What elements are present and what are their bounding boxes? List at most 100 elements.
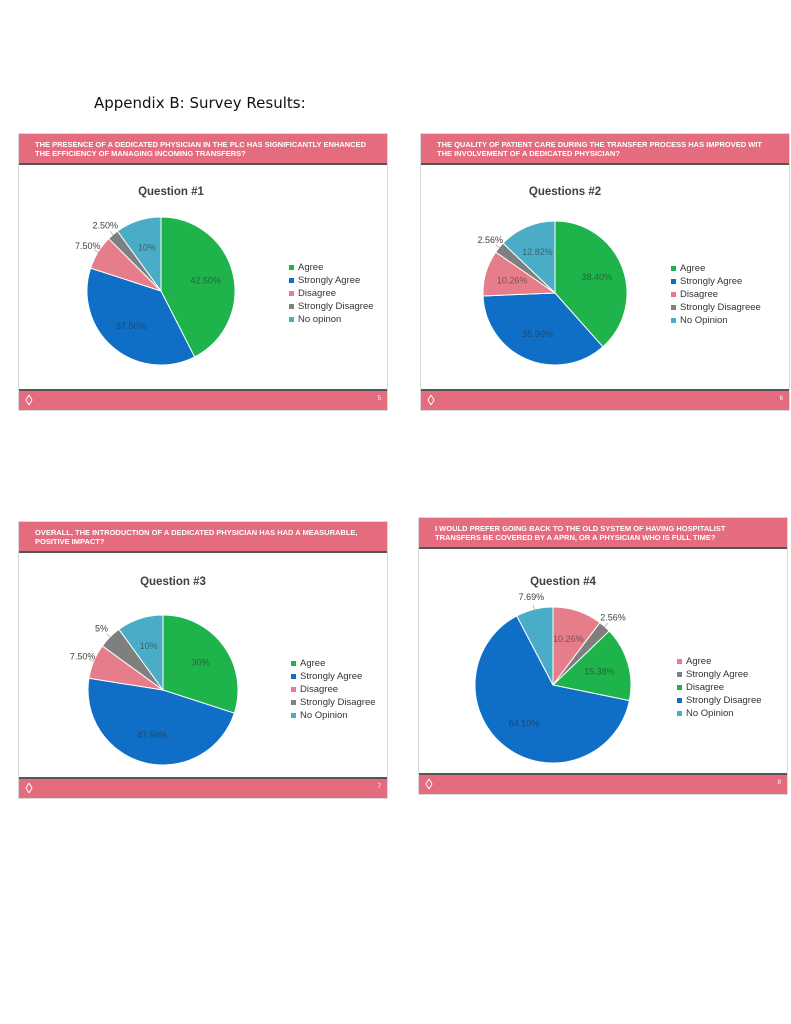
data-label: 10.26% bbox=[553, 634, 584, 644]
chart-title: Questions #2 bbox=[529, 186, 601, 198]
legend-label: Disagree bbox=[680, 289, 719, 300]
legend-label: No Opinion bbox=[686, 708, 734, 719]
slide-header: THE QUALITY OF PATIENT CARE DURING THE T… bbox=[421, 134, 789, 165]
data-label: 37.50% bbox=[116, 321, 147, 331]
legend-item: No Opinion bbox=[677, 707, 762, 720]
legend-swatch bbox=[671, 279, 676, 284]
pie-slice-strongly-agree bbox=[482, 292, 604, 366]
legend-item: Agree bbox=[671, 262, 761, 275]
data-label: 30% bbox=[192, 658, 210, 668]
data-label: 10% bbox=[140, 641, 158, 651]
pie-slice-strongly-agree bbox=[87, 677, 235, 766]
legend-swatch bbox=[289, 265, 294, 270]
chart-legend: Agree Strongly Agree Disagree Strongly Disa… bbox=[677, 655, 762, 720]
pie-slice-no-opinon bbox=[116, 216, 162, 293]
data-label: 64.10% bbox=[509, 719, 540, 729]
legend-label: Strongly Disagree bbox=[300, 697, 376, 708]
legend-label: Strongly Agree bbox=[686, 669, 749, 680]
legend-swatch bbox=[671, 305, 676, 310]
legend-swatch bbox=[671, 292, 676, 297]
legend-item: Strongly Agree bbox=[671, 275, 761, 288]
legend-swatch bbox=[671, 266, 676, 271]
legend-label: Strongly Agree bbox=[300, 671, 363, 682]
data-label: 7.69% bbox=[519, 592, 545, 602]
footer-logo-icon bbox=[25, 783, 33, 793]
legend-swatch bbox=[291, 687, 296, 692]
legend-item: Strongly Agree bbox=[289, 274, 374, 287]
pie-slice-no-opinion bbox=[118, 614, 164, 692]
legend-label: Strongly Disagreee bbox=[680, 302, 761, 313]
data-label: 15.38% bbox=[584, 667, 615, 677]
data-label: 5% bbox=[95, 623, 108, 633]
legend-swatch bbox=[289, 291, 294, 296]
pie-slice-disagree bbox=[551, 630, 632, 702]
legend-item: Disagree bbox=[291, 683, 376, 696]
leader-line bbox=[106, 633, 112, 639]
pie-chart-question-1: Question #1 42.50% 37.50% 7.50% 2.50% 10% bbox=[75, 186, 236, 366]
legend-item: Strongly Disagree bbox=[289, 300, 374, 313]
legend-item: No opinon bbox=[289, 313, 374, 326]
legend-label: No opinon bbox=[298, 314, 342, 325]
data-label: 35.90% bbox=[522, 329, 553, 339]
chart-title: Question #1 bbox=[138, 186, 204, 198]
legend-swatch bbox=[671, 318, 676, 323]
legend-swatch bbox=[289, 317, 294, 322]
slide-question-1: THE PRESENCE OF A DEDICATED PHYSICIAN IN… bbox=[18, 133, 388, 411]
legend-swatch bbox=[677, 711, 682, 716]
slide-header: OVERALL, THE INTRODUCTION OF A DEDICATED… bbox=[19, 522, 387, 553]
legend-label: No Opinion bbox=[300, 710, 348, 721]
legend-swatch bbox=[291, 674, 296, 679]
legend-swatch bbox=[677, 685, 682, 690]
legend-label: Strongly Disagree bbox=[686, 695, 762, 706]
legend-item: Disagree bbox=[289, 287, 374, 300]
pie-slice-no-opinion bbox=[502, 220, 556, 295]
leader-line bbox=[109, 231, 115, 237]
footer-logo-icon bbox=[425, 779, 433, 789]
legend-label: Agree bbox=[300, 658, 326, 669]
slide-header: I WOULD PREFER GOING BACK TO THE OLD SYS… bbox=[419, 518, 787, 549]
legend-label: Agree bbox=[298, 262, 324, 273]
legend-swatch bbox=[289, 278, 294, 283]
legend-swatch bbox=[289, 304, 294, 309]
footer-logo-icon bbox=[427, 395, 435, 405]
slide-number: 7 bbox=[377, 784, 381, 790]
legend-label: No Opinion bbox=[680, 315, 728, 326]
legend-label: Agree bbox=[680, 263, 706, 274]
slide-number: 5 bbox=[377, 396, 381, 402]
legend-label: Strongly Agree bbox=[298, 275, 361, 286]
legend-item: No Opinion bbox=[291, 709, 376, 722]
legend-swatch bbox=[677, 698, 682, 703]
footer-logo-icon bbox=[25, 395, 33, 405]
pie-chart-question-3: Question #3 30% 47.50% 7.50% 5% 10% bbox=[70, 576, 239, 766]
legend-label: Strongly Disagree bbox=[298, 301, 374, 312]
page-title: Appendix B: Survey Results: bbox=[94, 94, 306, 112]
legend-label: Disagree bbox=[300, 684, 339, 695]
data-label: 2.56% bbox=[600, 612, 626, 622]
data-label: 2.56% bbox=[478, 235, 504, 245]
legend-swatch bbox=[677, 659, 682, 664]
pie-slice-agree bbox=[554, 220, 628, 348]
chart-title: Question #3 bbox=[140, 576, 206, 588]
slide-header: THE PRESENCE OF A DEDICATED PHYSICIAN IN… bbox=[19, 134, 387, 165]
leader-line bbox=[89, 659, 96, 663]
leader-line bbox=[532, 604, 536, 611]
slide-footer: 7 bbox=[19, 777, 387, 798]
pie-slice-agree bbox=[160, 216, 236, 358]
legend-swatch bbox=[291, 700, 296, 705]
slide-question-3: OVERALL, THE INTRODUCTION OF A DEDICATED… bbox=[18, 521, 388, 799]
chart-legend: Agree Strongly Agree Disagree Strongly Disa… bbox=[291, 657, 376, 722]
legend-swatch bbox=[291, 661, 296, 666]
slide-number: 6 bbox=[779, 396, 783, 402]
data-label: 2.50% bbox=[92, 221, 118, 231]
data-label: 10% bbox=[138, 242, 156, 252]
legend-item: Strongly Agree bbox=[291, 670, 376, 683]
data-label: 7.50% bbox=[75, 241, 101, 251]
legend-swatch bbox=[677, 672, 682, 677]
chart-title: Question #4 bbox=[530, 576, 596, 588]
pie-slice-strongly-disagree bbox=[474, 615, 631, 764]
data-label: 10.26% bbox=[497, 276, 528, 286]
legend-label: Disagree bbox=[686, 682, 725, 693]
data-label: 42.50% bbox=[190, 275, 221, 285]
pie-slice-agree bbox=[162, 614, 239, 714]
data-label: 38.40% bbox=[581, 272, 612, 282]
